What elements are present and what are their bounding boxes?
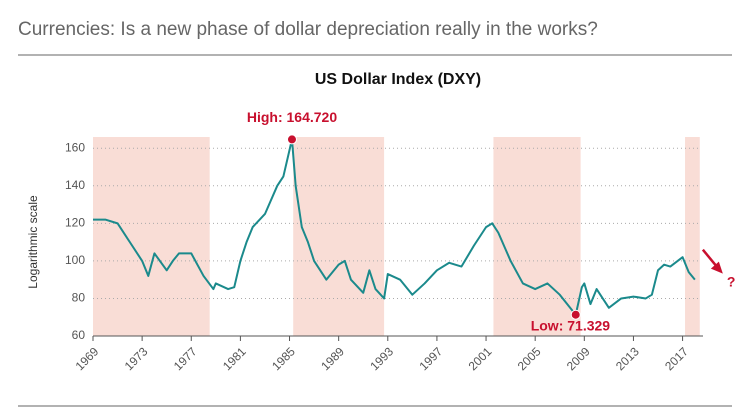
x-tick-label: 1985 [269, 344, 298, 373]
shaded-period [293, 137, 385, 336]
x-tick-label: 2009 [564, 344, 593, 373]
x-tick-label: 1989 [318, 344, 347, 373]
line-series [93, 138, 696, 316]
annotation-dot [570, 309, 581, 320]
y-tick-label: 100 [65, 253, 85, 267]
shaded-period [93, 137, 210, 336]
shaded-period [685, 137, 700, 336]
x-tick-label: 2001 [466, 344, 495, 373]
annotation-label: Low: 71.329 [531, 317, 611, 333]
x-tick-label: 2017 [662, 344, 691, 373]
x-tick-label: 1993 [367, 344, 396, 373]
end-mark: ? [727, 273, 736, 289]
x-tick-label: 1969 [73, 344, 102, 373]
page-title: Currencies: Is a new phase of dollar dep… [18, 19, 598, 40]
x-tick-label: 2013 [613, 344, 642, 373]
x-tick-label: 1977 [171, 344, 200, 373]
y-tick-label: 60 [72, 328, 86, 342]
trend-arrowhead [710, 261, 723, 274]
shaded-period [493, 137, 581, 336]
y-tick-label: 80 [72, 291, 86, 305]
y-tick-label: 160 [65, 140, 85, 154]
annotation-label: High: 164.720 [247, 109, 337, 125]
y-axis-label: Logarithmic scale [26, 195, 40, 289]
x-tick-label: 1997 [417, 344, 446, 373]
trend-arrow [701, 248, 718, 268]
y-tick-label: 140 [65, 178, 85, 192]
x-tick-label: 2005 [515, 344, 544, 373]
y-tick-label: 120 [65, 216, 85, 230]
chart-title: US Dollar Index (DXY) [315, 71, 481, 88]
x-tick-label: 1981 [220, 344, 249, 373]
x-tick-label: 1973 [122, 344, 151, 373]
annotation-dot [286, 134, 297, 145]
